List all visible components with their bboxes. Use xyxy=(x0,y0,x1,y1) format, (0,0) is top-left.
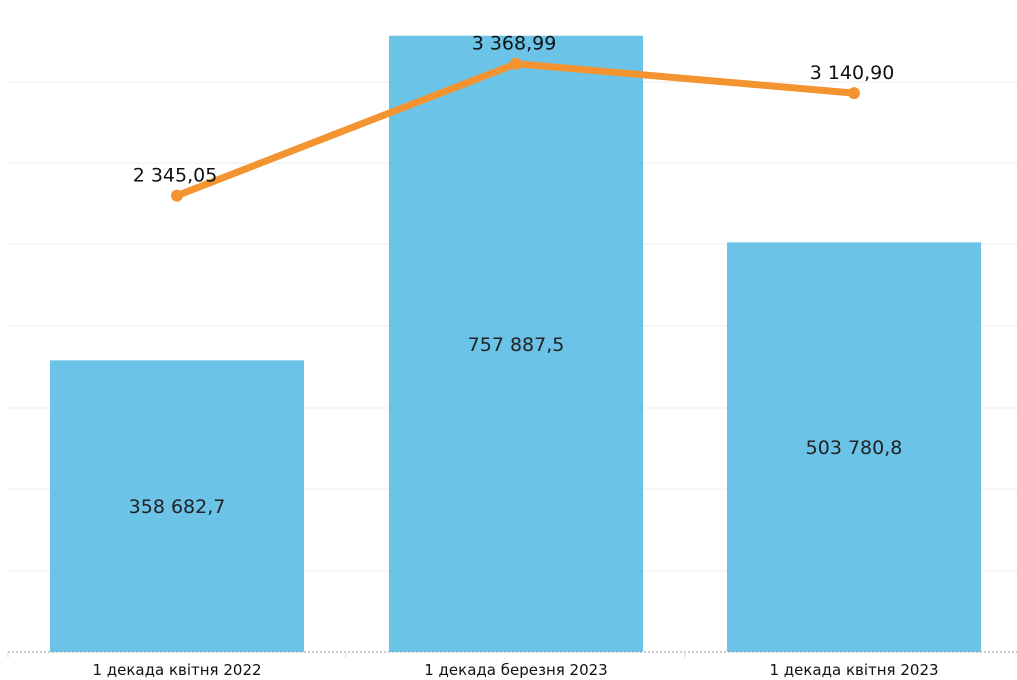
line-value-label: 2 345,05 xyxy=(133,165,218,187)
bar xyxy=(727,242,981,652)
bar xyxy=(50,360,304,652)
x-tick-label: 1 декада квітня 2022 xyxy=(92,661,261,679)
bar xyxy=(389,35,643,653)
line-series: 2 345,05 3 368,99 3 140,90 xyxy=(133,33,895,202)
bar-value-label: 358 682,7 xyxy=(129,496,226,518)
x-tick-label: 1 декада квітня 2023 xyxy=(769,661,938,679)
line-point xyxy=(171,189,183,202)
x-axis-baseline xyxy=(7,651,1017,658)
line-point xyxy=(510,57,522,70)
bar-series: 358 682,7 757 887,5 503 780,8 xyxy=(50,35,981,653)
line-value-label: 3 368,99 xyxy=(472,33,557,55)
x-axis-tick-labels: 1 декада квітня 2022 1 декада березня 202… xyxy=(92,661,938,679)
bar-value-label: 757 887,5 xyxy=(468,334,565,356)
line-point xyxy=(848,87,860,100)
bar-value-label: 503 780,8 xyxy=(806,437,903,459)
x-tick-label: 1 декада березня 2023 xyxy=(424,661,607,679)
line-value-label: 3 140,90 xyxy=(810,62,895,84)
